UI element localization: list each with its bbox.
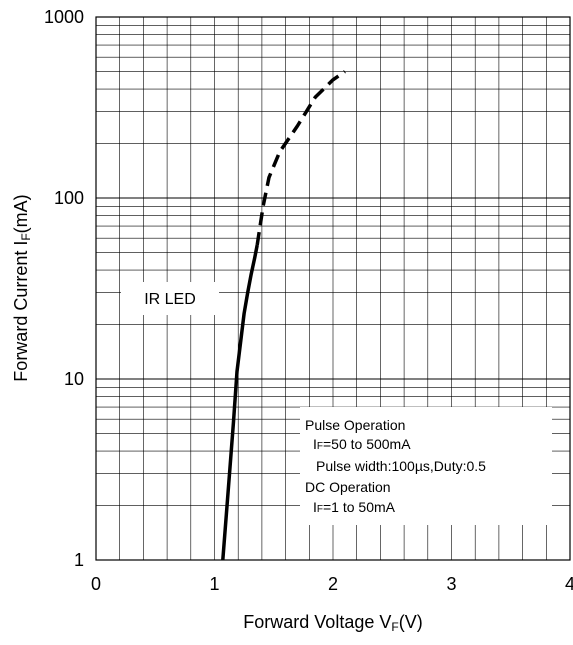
dc-operation-title: DC Operation — [305, 479, 391, 495]
pulse-width-duty: Pulse width:100µs,Duty:0.5 — [316, 458, 486, 474]
dc-operation-curve — [221, 244, 259, 561]
x-tick-label: 1 — [209, 574, 219, 594]
x-tick-labels: 0 1 2 3 4 — [91, 574, 573, 594]
series — [221, 70, 346, 561]
y-tick-label: 1000 — [44, 7, 84, 27]
x-tick-label: 2 — [328, 574, 338, 594]
y-tick-label: 1 — [74, 550, 84, 570]
pulse-if-range: IF=50 to 500mA — [313, 436, 411, 452]
pulse-operation-curve — [255, 70, 346, 246]
pulse-operation-title: Pulse Operation — [305, 417, 405, 433]
conditions-box — [300, 407, 552, 525]
device-label: IR LED — [144, 291, 196, 308]
dc-if-range: IF=1 to 50mA — [313, 499, 396, 515]
x-axis-title: Forward Voltage VF(V) — [243, 612, 422, 634]
y-tick-label: 100 — [54, 188, 84, 208]
plot-frame — [95, 16, 571, 561]
x-tick-label: 4 — [565, 574, 573, 594]
x-tick-label: 0 — [91, 574, 101, 594]
y-tick-labels: 1 10 100 1000 — [44, 7, 84, 570]
device-label-box — [121, 282, 219, 315]
y-axis-title: Forward Current IF(mA) — [11, 194, 33, 381]
y-tick-label: 10 — [64, 369, 84, 389]
x-tick-label: 3 — [446, 574, 456, 594]
